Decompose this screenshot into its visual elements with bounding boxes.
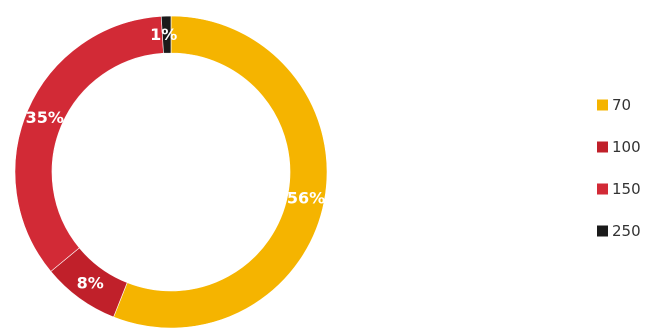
legend-label-250: 250 [612, 222, 641, 240]
slice-label-100: 8% [77, 274, 104, 293]
legend: 70 100 150 250 [597, 96, 641, 240]
slice-label-70: 56% [287, 188, 325, 207]
slice-250 [160, 15, 172, 54]
slice-label-250: 1% [150, 25, 177, 44]
slice-70 [113, 15, 328, 329]
slice-label-150: 35% [26, 108, 64, 127]
legend-label-100: 100 [612, 138, 641, 156]
donut-slices [14, 15, 328, 329]
legend-swatch-150 [597, 183, 608, 195]
slice-labels: 56% 8% 35% 1% [26, 25, 326, 293]
slice-150 [14, 15, 164, 272]
legend-swatch-70 [597, 99, 608, 111]
legend-label-70: 70 [612, 96, 631, 114]
legend-swatch-250 [597, 225, 608, 237]
legend-label-150: 150 [612, 180, 641, 198]
legend-swatch-100 [597, 141, 608, 153]
